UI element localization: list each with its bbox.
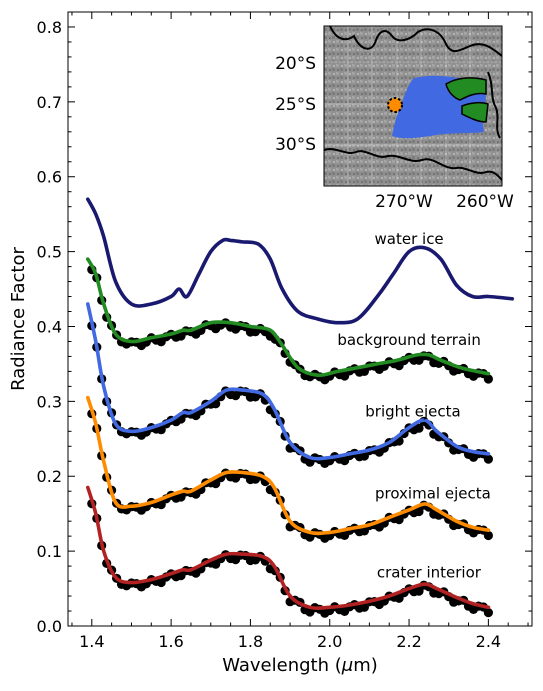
series-line: [86, 257, 491, 378]
inset-crater-core: [392, 102, 398, 108]
x-tick-label: 1.8: [238, 632, 263, 651]
series-label: crater interior: [377, 563, 482, 581]
x-axis-title-unit: m): [353, 655, 378, 676]
x-axis-title-main: Wavelength (: [222, 655, 342, 676]
inset-outline-upper: [329, 26, 502, 57]
data-point: [414, 506, 424, 517]
y-tick-label: 0.2: [37, 467, 62, 486]
data-point: [483, 374, 493, 384]
x-axis-title: Wavelength (μm): [222, 655, 378, 676]
inset-outline-lower: [324, 148, 502, 181]
inset-map: 20°S 25°S 30°S 270°W 260°W: [275, 25, 514, 212]
y-axis-title: Radiance Factor: [8, 247, 29, 391]
y-tick-label: 0.1: [37, 542, 62, 561]
inset-lon-label: 260°W: [456, 192, 514, 212]
data-point: [483, 608, 493, 618]
y-tick-label: 0.7: [37, 93, 62, 112]
inset-lon-label: 270°W: [375, 192, 433, 212]
series-2: [86, 302, 493, 468]
series-layer: [86, 197, 514, 618]
series-0: [86, 197, 514, 325]
y-tick-label: 0.5: [37, 243, 62, 262]
x-tick-label: 2.4: [476, 632, 501, 651]
x-tick-label: 1.6: [158, 632, 183, 651]
inset-lat-label: 20°S: [275, 54, 316, 74]
series-3: [86, 395, 493, 543]
y-tick-label: 0.0: [37, 617, 62, 636]
inset-terrain-region: [461, 101, 489, 123]
series-1: [86, 257, 493, 385]
series-line: [86, 302, 491, 461]
series-label: water ice: [375, 230, 444, 248]
data-point: [483, 530, 493, 541]
series-label: bright ejecta: [365, 402, 460, 420]
x-tick-label: 2.2: [396, 632, 421, 651]
y-tick-label: 0.8: [37, 18, 62, 37]
labels-layer: water ice background terrain bright ejecta…: [337, 230, 490, 581]
x-axis-title-mu: μ: [341, 655, 353, 676]
data-point: [414, 423, 424, 433]
series-line: [86, 395, 491, 536]
series-label: background terrain: [337, 331, 481, 349]
data-point: [483, 454, 493, 464]
inset-lat-label: 30°S: [275, 135, 316, 155]
series-label: proximal ejecta: [375, 485, 491, 503]
x-tick-label: 2.0: [317, 632, 342, 651]
y-tick-label: 0.4: [37, 317, 62, 336]
series-line: [86, 485, 491, 611]
inset-terrain-region: [445, 77, 487, 101]
inset-lat-label: 25°S: [275, 95, 316, 115]
inset-frame: [323, 25, 503, 187]
series-4: [86, 485, 493, 618]
y-tick-label: 0.3: [37, 392, 62, 411]
series-line: [86, 197, 514, 325]
x-tick-label: 1.4: [79, 632, 104, 651]
inset-outline-right: [487, 71, 501, 139]
plot-frame: [67, 11, 533, 627]
axes-layer: 1.4 1.6 1.8 2.0 2.2 2.4 0.0 0.1 0.2 0.3 0.4 0.5 0.6 0…: [8, 11, 533, 676]
y-tick-label: 0.6: [37, 168, 62, 187]
